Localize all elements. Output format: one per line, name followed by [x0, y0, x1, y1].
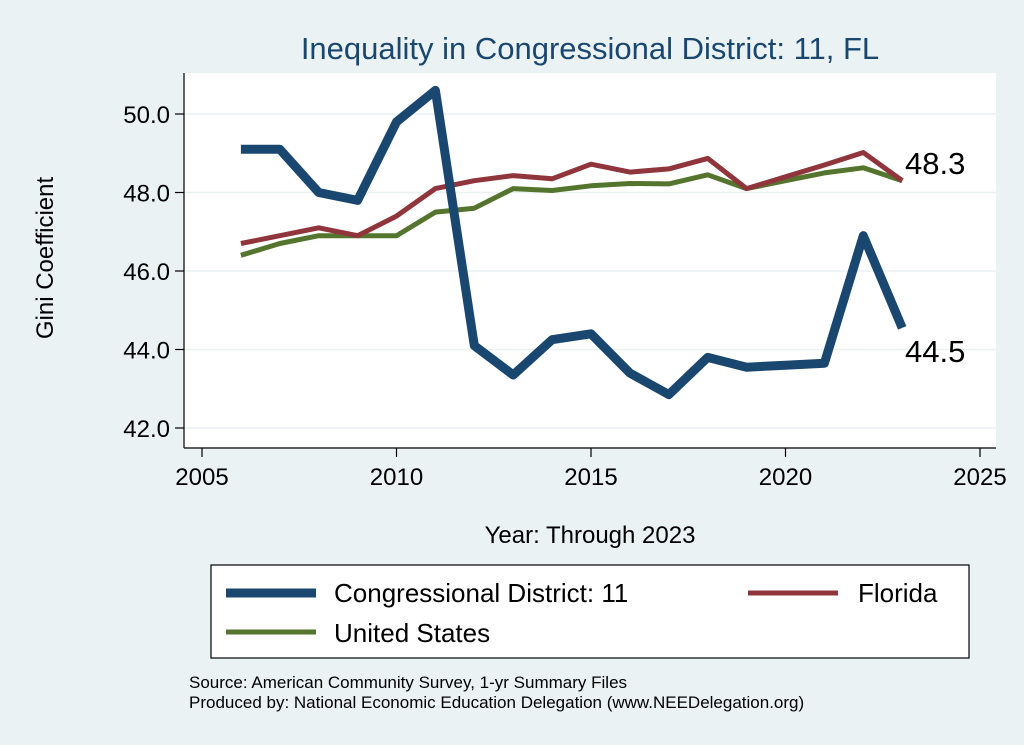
source-line-1: Source: American Community Survey, 1-yr …: [189, 673, 627, 692]
legend-label-district: Congressional District: 11: [334, 578, 628, 608]
series-group: [240, 85, 907, 400]
x-tick-label: 2005: [175, 464, 228, 491]
y-axis-title: Gini Coefficient: [32, 177, 59, 340]
y-tick-label: 50.0: [123, 102, 170, 129]
end-label-florida: 48.3: [905, 146, 965, 181]
y-ticks: 42.0 44.0 46.0 48.0 50.0: [123, 102, 184, 443]
y-tick-label: 48.0: [123, 181, 170, 208]
x-axis-title: Year: Through 2023: [485, 522, 696, 549]
y-tick-label: 44.0: [123, 338, 170, 365]
series-line-florida: [240, 150, 904, 246]
legend-box: [210, 564, 970, 659]
x-tick-label: 2015: [564, 464, 617, 491]
plot-area: [184, 73, 996, 448]
x-tick-label: 2020: [759, 464, 812, 491]
x-tick-label: 2010: [370, 464, 423, 491]
series-line-district: [240, 85, 907, 400]
y-tick-label: 42.0: [123, 416, 170, 443]
y-tick-label: 46.0: [123, 259, 170, 286]
x-ticks: 2005 2010 2015 2020 2025: [175, 448, 1007, 491]
legend-label-florida: Florida: [858, 578, 938, 608]
source-line-2: Produced by: National Economic Education…: [189, 693, 804, 712]
end-label-district: 44.5: [905, 334, 965, 369]
chart-title: Inequality in Congressional District: 11…: [301, 31, 879, 66]
x-tick-label: 2025: [953, 464, 1006, 491]
legend-label-united-states: United States: [334, 618, 490, 648]
